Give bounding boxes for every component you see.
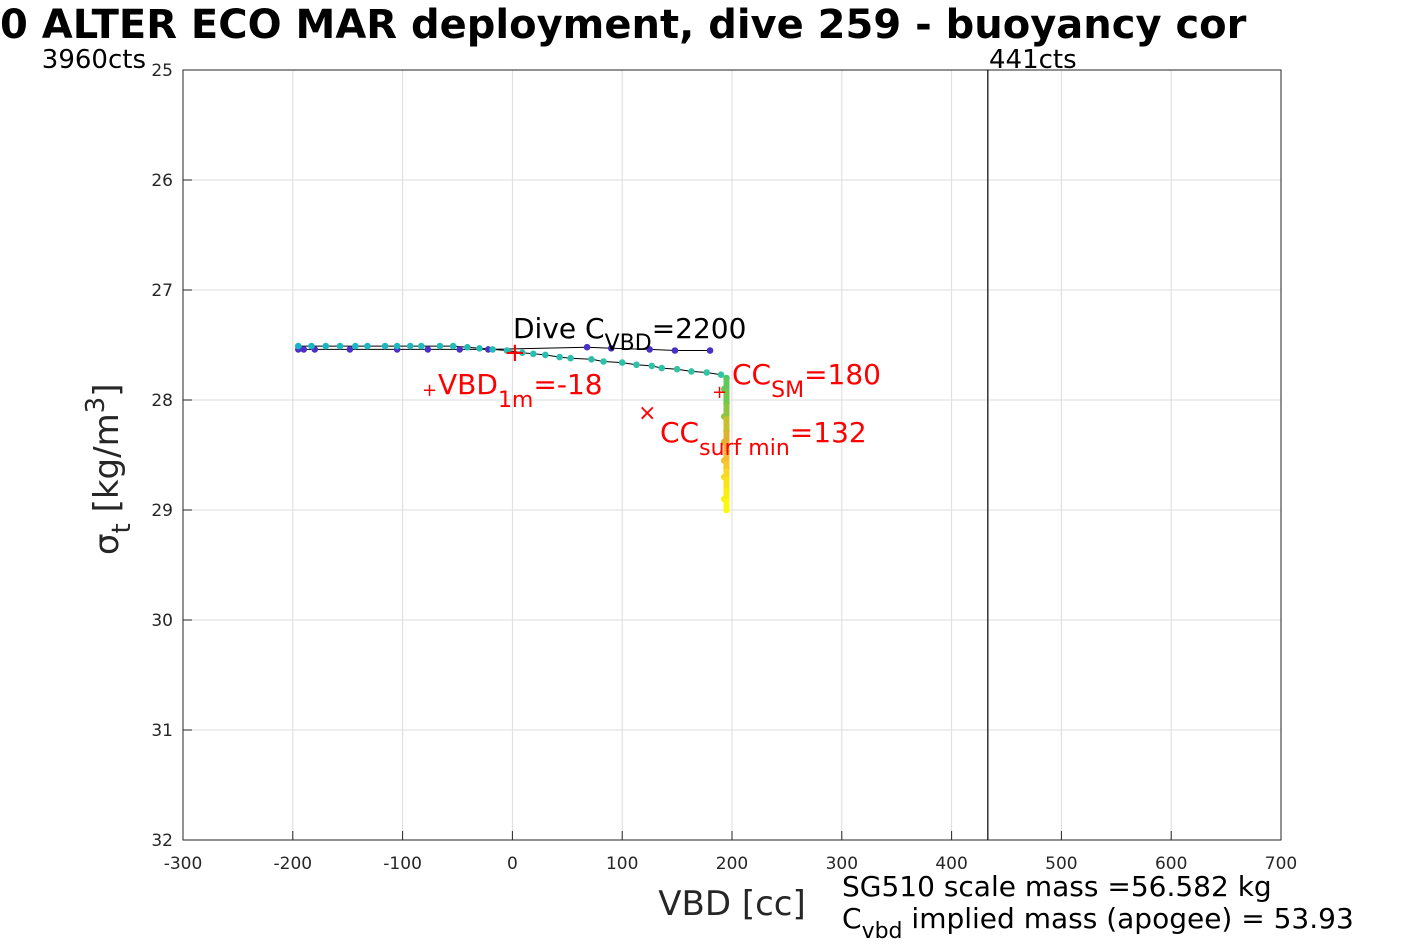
climb-point <box>322 342 330 350</box>
climb-point <box>717 371 725 379</box>
climb-point <box>336 342 344 350</box>
climb-point <box>588 356 595 363</box>
x-tick-label: -100 <box>383 854 422 874</box>
climb-point <box>381 342 389 350</box>
scale-mass-text: SG510 scale mass =56.582 kg <box>842 870 1272 903</box>
y-tick-label: 30 <box>151 611 173 631</box>
vbd-plus-marker: + <box>504 338 526 368</box>
climb-point <box>489 346 496 353</box>
climb-point <box>600 358 607 365</box>
ticks: -300 -200 -100 0 100 200 300 400 500 600 700 25 26 27… <box>151 61 1297 874</box>
climb-point <box>567 354 574 362</box>
y-label-close: ] <box>87 384 127 397</box>
y-tick-label: 28 <box>151 391 173 411</box>
y-tick-label: 32 <box>151 831 173 851</box>
vbd1m-annotation: VBD1m=-18 <box>438 368 603 413</box>
x-tick-label: -200 <box>274 854 313 874</box>
climb-point <box>648 362 656 370</box>
dive-point <box>300 346 308 353</box>
vbd1m-plus-marker: + <box>422 380 437 401</box>
climb-point <box>464 343 471 351</box>
climb-point <box>703 369 711 376</box>
climb-point <box>393 342 401 350</box>
ccsm-plus-marker: + <box>712 382 727 403</box>
x-tick-label: 600 <box>1155 854 1187 874</box>
climb-point <box>618 359 626 366</box>
ccsurf-annotation: CCsurf min=132 <box>660 416 867 461</box>
chart-title: 0 ALTER ECO MAR deployment, dive 259 - b… <box>0 2 1247 48</box>
climb-point <box>503 347 511 354</box>
y-label-sigma: σ <box>87 533 127 555</box>
y-label-sup: 3 <box>81 397 111 414</box>
y-label-units: [kg/m <box>87 413 127 523</box>
climb-point <box>406 342 414 350</box>
implied-mass-text: Cvbd implied mass (apogee) = 53.93 <box>842 902 1354 944</box>
points <box>294 342 730 514</box>
x-tick-label: 0 <box>507 854 518 874</box>
y-axis-label: σt [kg/m3] <box>81 384 137 556</box>
ccsm-annotation: CCSM=180 <box>732 358 881 403</box>
y-tick-label: 27 <box>151 281 173 301</box>
right-count-label: 441cts <box>989 45 1077 75</box>
climb-point <box>476 345 483 352</box>
x-tick-label: 400 <box>935 854 967 874</box>
climb-point <box>633 361 640 369</box>
y-tick-label: 31 <box>151 721 173 741</box>
climb-point <box>542 351 549 359</box>
climb-point <box>364 342 371 350</box>
dive-point <box>424 346 432 353</box>
climb-point <box>688 368 695 375</box>
svg-text:σt [kg/m3]: σt [kg/m3] <box>81 384 137 556</box>
climb-point <box>308 342 315 350</box>
y-tick-label: 26 <box>151 171 173 191</box>
ccsurf-x-marker: × <box>638 401 656 426</box>
dive-point <box>671 347 679 354</box>
dive-point <box>456 346 463 353</box>
x-tick-label: 700 <box>1265 854 1297 874</box>
climb-point <box>352 342 359 350</box>
x-axis-label: VBD [cc] <box>658 884 806 924</box>
x-tick-label: -300 <box>164 854 203 874</box>
climb-point <box>436 342 444 350</box>
climb-point <box>658 364 666 372</box>
x-tick-label: 300 <box>826 854 858 874</box>
dive-point <box>646 346 653 353</box>
y-tick-label: 25 <box>151 61 173 81</box>
x-tick-label: 500 <box>1045 854 1077 874</box>
climb-point <box>556 353 563 361</box>
dive-point <box>607 345 615 352</box>
left-count-label: 3960cts <box>42 45 146 75</box>
x-tick-label: 200 <box>716 854 748 874</box>
dive-point <box>706 347 714 354</box>
y-label-sub: t <box>107 523 137 533</box>
climb-point <box>529 350 537 358</box>
climb-point <box>449 342 457 350</box>
climb-point <box>673 365 681 373</box>
dive-point <box>346 346 354 353</box>
x-tick-label: 100 <box>606 854 638 874</box>
climb-point <box>518 349 526 357</box>
climb-point <box>417 342 425 350</box>
dive-point <box>583 343 591 351</box>
climb-point <box>294 342 302 350</box>
surface-point <box>723 506 730 514</box>
dive-c-annotation: Dive CVBD=2200 <box>513 312 746 356</box>
y-tick-label: 29 <box>151 501 173 521</box>
